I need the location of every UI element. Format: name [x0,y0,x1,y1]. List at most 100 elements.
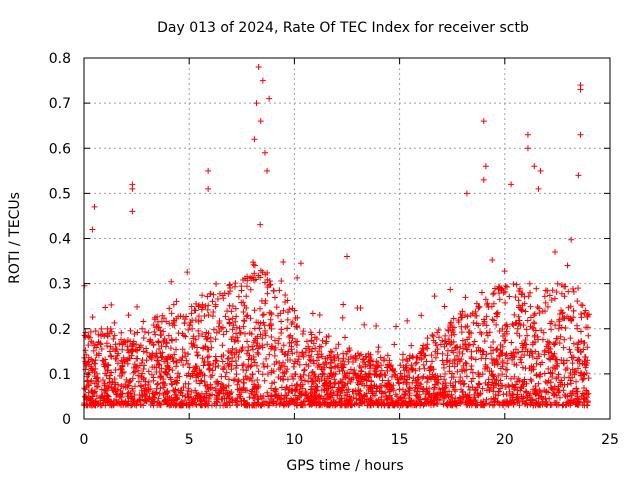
data-point [89,226,96,233]
data-point [230,322,237,329]
data-point [450,328,457,335]
data-point [150,402,157,409]
data-point [418,383,425,390]
data-point [310,360,317,367]
data-point [549,374,556,381]
data-point [536,305,543,312]
data-point [223,328,230,335]
data-point [459,308,466,315]
data-point [236,385,243,392]
data-point [352,387,359,394]
data-point [292,392,299,399]
data-point [362,371,369,378]
data-point [373,368,380,375]
data-point [292,371,299,378]
data-point [475,369,482,376]
data-point [440,361,447,368]
data-point [175,330,182,337]
data-point [90,340,97,347]
data-point [568,317,575,324]
data-point [111,319,118,326]
data-point [363,377,370,384]
data-point [133,355,140,362]
data-point [216,328,223,335]
data-point [448,402,455,409]
data-point [327,364,334,371]
data-point [203,329,210,336]
data-point [118,390,125,397]
data-point [204,346,211,353]
data-point [172,402,179,409]
data-point [284,297,291,304]
data-point [209,367,216,374]
data-point [92,327,99,334]
data-point [127,327,134,334]
data-point [239,345,246,352]
data-point [219,324,226,331]
data-point [98,325,105,332]
data-point [442,332,449,339]
data-point [252,276,259,283]
data-point [406,392,413,399]
data-point [253,342,260,349]
data-point [351,370,358,377]
data-point [141,387,148,394]
data-point [125,382,132,389]
data-point [232,376,239,383]
data-point [519,302,526,309]
data-point [579,390,586,397]
data-point [468,348,475,355]
data-point [201,400,208,407]
data-point [463,360,470,367]
data-point [560,402,567,409]
data-point [498,349,505,356]
data-point [225,376,232,383]
data-point [101,380,108,387]
data-point [182,316,189,323]
data-point [258,297,265,304]
data-point [336,368,343,375]
data-point [233,397,240,404]
data-point [434,329,441,336]
data-point [225,382,232,389]
data-point [311,399,318,406]
data-point [490,347,497,354]
data-point [185,351,192,358]
data-point [542,378,549,385]
data-point [208,384,215,391]
data-point [351,401,358,408]
data-point [424,345,431,352]
data-point [484,332,491,339]
data-point [515,313,522,320]
data-point [544,287,551,294]
data-point [306,356,313,363]
data-point [312,373,319,380]
data-point [447,341,454,348]
data-point [383,383,390,390]
data-point [574,298,581,305]
data-point [584,357,591,364]
data-point [225,290,232,297]
data-point [330,370,337,377]
data-point [298,401,305,408]
data-point [226,395,233,402]
data-point [303,361,310,368]
data-point [472,356,479,363]
data-point [510,280,517,287]
data-point [110,335,117,342]
chart-title: Day 013 of 2024, Rate Of TEC Index for r… [157,20,529,36]
data-point [188,310,195,317]
data-point [375,344,382,351]
data-point [266,322,273,329]
data-point [173,298,180,305]
data-point [235,353,242,360]
data-point [181,320,188,327]
data-point [556,379,563,386]
data-point [454,360,461,367]
data-point [539,359,546,366]
data-point [142,381,149,388]
data-point [257,221,264,228]
data-point [519,364,526,371]
data-point [511,373,518,380]
data-point [538,327,545,334]
